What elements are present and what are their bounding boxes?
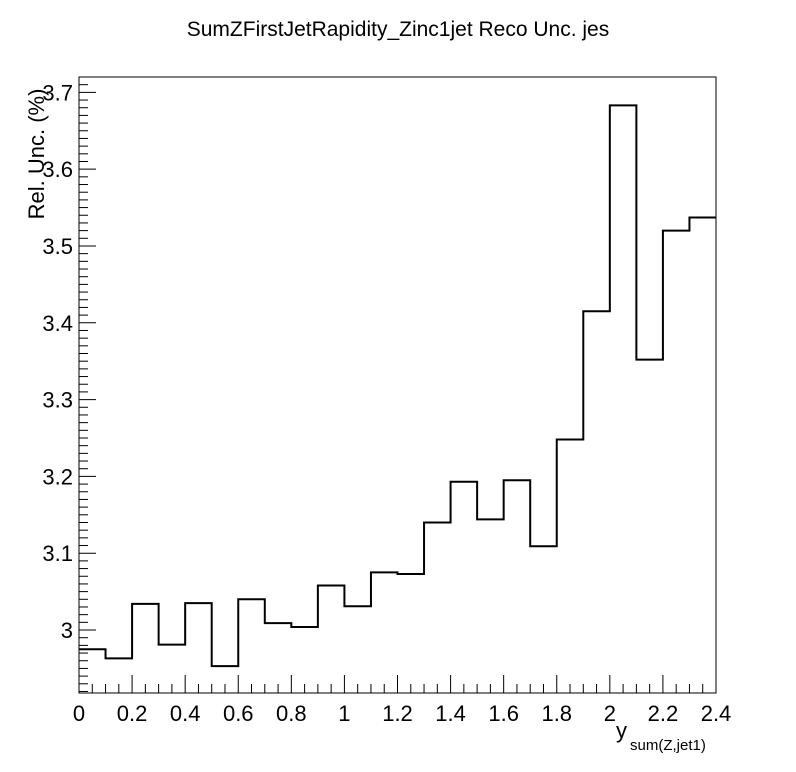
x-tick-label: 0.8 bbox=[276, 701, 307, 726]
chart-title: SumZFirstJetRapidity_Zinc1jet Reco Unc. … bbox=[187, 18, 609, 41]
y-tick-label: 3 bbox=[61, 618, 73, 643]
x-tick-label: 2.4 bbox=[701, 701, 732, 726]
x-axis-label-subscript: sum(Z,jet1) bbox=[630, 737, 706, 754]
x-axis: 0 0.2 0.4 0.6 0.8 1 1.2 1.4 1.6 1.8 2 2.2 2.4 bbox=[73, 675, 731, 726]
x-axis-label: y bbox=[616, 718, 627, 743]
y-tick-label: 3.5 bbox=[42, 234, 73, 259]
y-tick-label: 3.7 bbox=[42, 80, 73, 105]
x-tick-label: 0.6 bbox=[223, 701, 254, 726]
x-tick-label: 0.4 bbox=[170, 701, 201, 726]
y-tick-label: 3.2 bbox=[42, 464, 73, 489]
y-axis: 3 3.1 3.2 3.3 3.4 3.5 3.6 3.7 bbox=[42, 76, 96, 692]
x-tick-label: 1.2 bbox=[382, 701, 413, 726]
y-axis-label: Rel. Unc. (%) bbox=[24, 89, 49, 220]
histogram-bins bbox=[79, 105, 716, 666]
x-tick-label: 1.4 bbox=[435, 701, 466, 726]
x-tick-label: 1.8 bbox=[541, 701, 572, 726]
x-tick-label: 2.2 bbox=[648, 701, 679, 726]
histogram-line bbox=[79, 104, 716, 668]
y-tick-label: 3.6 bbox=[42, 157, 73, 182]
x-tick-label: 1 bbox=[338, 701, 350, 726]
x-tick-label: 0 bbox=[73, 701, 85, 726]
y-tick-label: 3.1 bbox=[42, 541, 73, 566]
x-tick-label: 2 bbox=[604, 701, 616, 726]
y-tick-label: 3.4 bbox=[42, 311, 73, 336]
x-tick-label: 0.2 bbox=[117, 701, 148, 726]
y-tick-label: 3.3 bbox=[42, 388, 73, 413]
plot-frame bbox=[78, 76, 717, 694]
x-tick-label: 1.6 bbox=[488, 701, 519, 726]
